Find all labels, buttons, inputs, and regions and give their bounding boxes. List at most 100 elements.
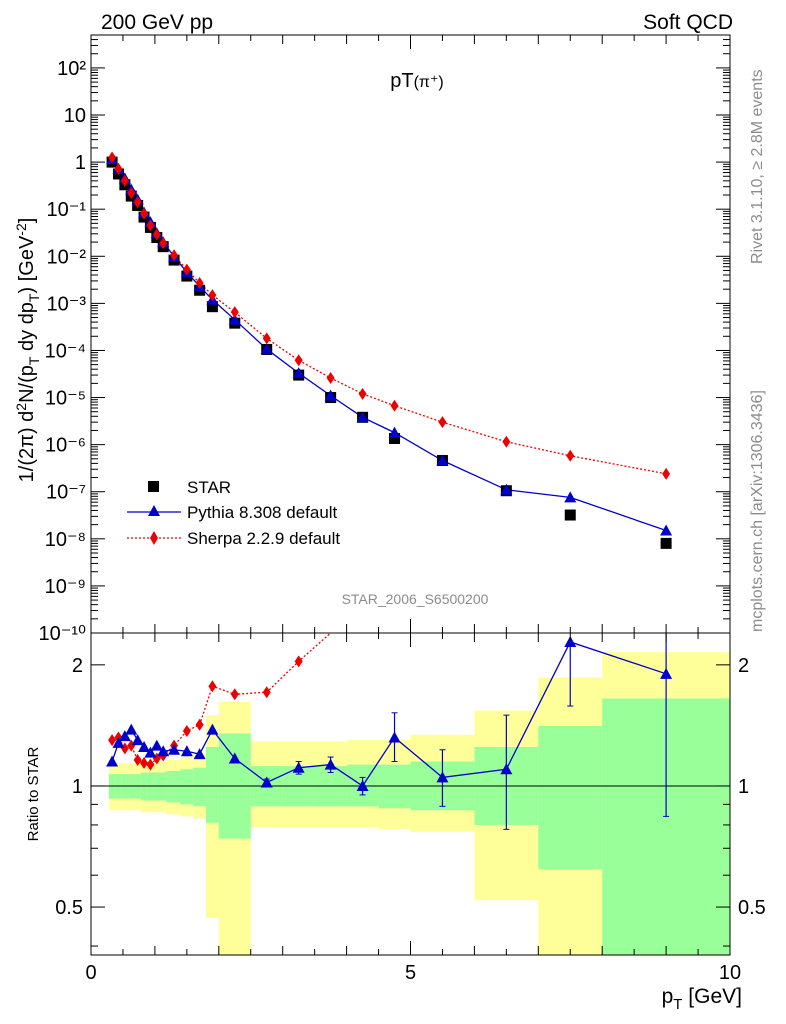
ratio-pythia-point bbox=[150, 739, 163, 751]
plot-title: pT(π⁺) bbox=[390, 70, 443, 92]
ratio-pythia-point bbox=[180, 745, 193, 757]
ratio-sherpa-point bbox=[146, 758, 155, 771]
ratio-y-axis-label: Ratio to STAR bbox=[25, 746, 42, 841]
pythia-point bbox=[388, 426, 401, 438]
ratio-pythia-point bbox=[144, 746, 157, 758]
sherpa-point bbox=[502, 435, 511, 448]
ratio-pythia-point bbox=[206, 723, 219, 735]
star-point bbox=[389, 433, 401, 445]
main-y-tick-label: 10⁻⁹ bbox=[45, 576, 86, 598]
ratio-band-green bbox=[147, 772, 154, 801]
ratio-sherpa-point bbox=[182, 724, 191, 737]
pythia-point bbox=[292, 367, 305, 379]
star-point bbox=[564, 509, 576, 521]
x-axis-label: pT [GeV] bbox=[662, 985, 742, 1013]
ratio-band-green bbox=[538, 725, 603, 870]
legend-label-sherpa: Sherpa 2.2.9 default bbox=[187, 529, 340, 548]
sherpa-point bbox=[326, 372, 335, 385]
main-y-tick-label: 10⁻⁷ bbox=[46, 482, 86, 504]
main-y-tick-label: 10⁻¹⁰ bbox=[39, 623, 86, 645]
analysis-tag: STAR_2006_S6500200 bbox=[342, 591, 489, 607]
sherpa-point bbox=[195, 277, 204, 290]
ratio-sherpa-point bbox=[195, 718, 204, 731]
ratio-band-green bbox=[193, 767, 207, 807]
pythia-point bbox=[228, 313, 241, 325]
ratio-series bbox=[106, 632, 673, 830]
main-y-tick-label: 10⁻¹ bbox=[47, 199, 87, 221]
ratio-band-green bbox=[166, 770, 181, 803]
ratio-pythia-point bbox=[168, 743, 181, 755]
ratio-y-tick-label-left: 0.5 bbox=[55, 897, 83, 919]
ratio-pythia-point bbox=[112, 736, 125, 748]
main-y-tick-label: 1 bbox=[75, 152, 86, 174]
ratio-y-tick-label-left: 1 bbox=[72, 776, 83, 798]
ratio-sherpa-point bbox=[294, 655, 303, 668]
sherpa-point bbox=[127, 187, 136, 200]
sherpa-point bbox=[140, 207, 149, 220]
main-y-tick-label: 10⁻⁴ bbox=[45, 340, 86, 362]
ratio-pythia-point bbox=[660, 667, 673, 679]
main-y-tick-label: 10⁻² bbox=[47, 246, 87, 268]
ratio-pythia-point bbox=[106, 755, 119, 767]
ratio-sherpa-point bbox=[108, 734, 117, 747]
header-right: Soft QCD bbox=[643, 11, 733, 34]
ratio-pythia-point bbox=[125, 723, 138, 735]
sherpa-point bbox=[262, 332, 271, 345]
sherpa-point bbox=[390, 399, 399, 412]
ratio-pythia-point bbox=[356, 779, 369, 791]
ratio-pythia-point bbox=[500, 763, 513, 775]
sherpa-point bbox=[182, 263, 191, 276]
ratio-band-green bbox=[153, 772, 161, 801]
main-axis-ticks: 10⁻¹⁰ 10⁻⁹ 10⁻⁸ 10⁻⁷ 10⁻⁶ 10⁻⁵ 10⁻⁴ 10⁻³ 10⁻² 10⁻… bbox=[39, 34, 731, 645]
legend-marker-pythia bbox=[148, 505, 160, 516]
ratio-pythia-point bbox=[324, 758, 337, 770]
legend-label-star: STAR bbox=[187, 478, 231, 497]
rivet-version-label: Rivet 3.1.10, ≥ 2.8M events bbox=[749, 69, 766, 264]
ratio-pythia-point bbox=[260, 776, 273, 788]
mcplots-reference-label: mcplots.cern.ch [arXiv:1306.3436] bbox=[749, 390, 766, 632]
ratio-uncertainty-bands bbox=[108, 652, 730, 955]
ratio-y-tick-label-right: 1 bbox=[738, 776, 749, 798]
ratio-pythia-point bbox=[138, 740, 151, 752]
ratio-axis-ticks: 0.5 0.5 1 1 2 2 0 5 10 bbox=[55, 633, 766, 984]
pythia-point bbox=[660, 524, 673, 536]
ratio-pythia-point bbox=[388, 731, 401, 743]
ratio-pythia-point bbox=[292, 761, 305, 773]
sherpa-point bbox=[170, 249, 179, 262]
sherpa-point bbox=[294, 354, 303, 367]
ratio-band-green bbox=[160, 772, 167, 801]
sherpa-point bbox=[133, 196, 142, 209]
ratio-pythia-point bbox=[564, 635, 577, 647]
legend-marker-sherpa bbox=[150, 531, 158, 545]
sherpa-point bbox=[120, 174, 129, 187]
sherpa-point bbox=[114, 162, 123, 175]
sherpa-point bbox=[358, 387, 367, 400]
x-tick-label: 0 bbox=[85, 962, 96, 984]
pythia-point bbox=[260, 343, 273, 355]
pythia-point bbox=[436, 454, 449, 466]
ratio-pythia-point bbox=[228, 752, 241, 764]
ratio-pythia-point bbox=[193, 748, 206, 760]
ratio-y-tick-label-left: 2 bbox=[72, 655, 83, 677]
ratio-band-green bbox=[180, 769, 194, 805]
main-y-tick-label: 10 bbox=[64, 105, 86, 127]
main-y-tick-label: 10⁻⁵ bbox=[45, 388, 86, 410]
pythia-line bbox=[111, 158, 667, 532]
main-series bbox=[106, 151, 673, 549]
ratio-y-tick-label-right: 2 bbox=[738, 655, 749, 677]
sherpa-point bbox=[566, 449, 575, 462]
pythia-point bbox=[564, 491, 577, 503]
ratio-y-tick-label-right: 0.5 bbox=[738, 897, 766, 919]
ratio-sherpa-point bbox=[262, 686, 271, 699]
ratio-sherpa-point bbox=[140, 757, 149, 770]
sherpa-point bbox=[108, 151, 117, 164]
pythia-point bbox=[324, 389, 337, 401]
ratio-sherpa-point bbox=[230, 688, 239, 701]
sherpa-point bbox=[230, 306, 239, 319]
ratio-band-green bbox=[206, 746, 219, 823]
sherpa-point bbox=[146, 219, 155, 232]
main-y-tick-label: 10⁻⁶ bbox=[45, 435, 86, 457]
main-y-axis-label: 1/(2π) d2N/(pT dy dpT) [GeV-2] bbox=[13, 218, 42, 483]
legend-marker-star bbox=[148, 481, 159, 492]
ratio-pythia-point bbox=[118, 730, 131, 742]
